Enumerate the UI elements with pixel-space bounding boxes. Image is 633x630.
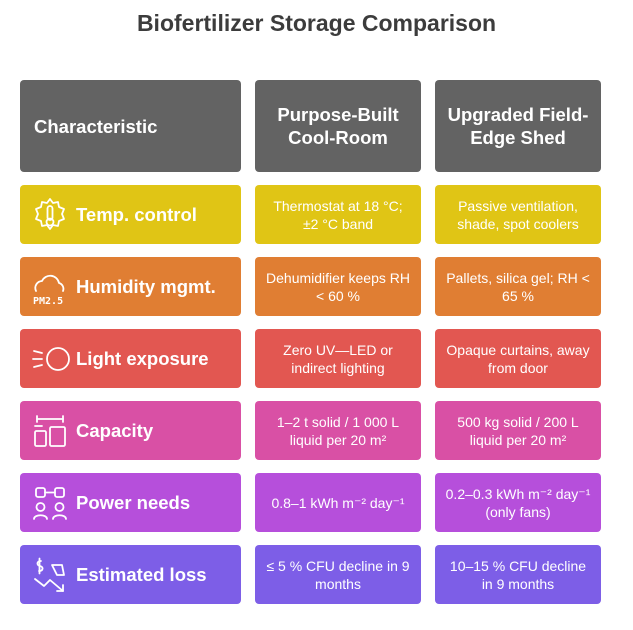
shed-power-needs: 0.2–0.3 kWh m⁻² day⁻¹ (only fans): [435, 473, 601, 532]
power-plug-icon: [30, 483, 70, 523]
shed-light-exposure: Opaque curtains, away from door: [435, 329, 601, 388]
row-label-power-needs: Power needs: [20, 473, 241, 532]
icon-text-pm25: PM2.5: [33, 296, 63, 307]
header-characteristic: Characteristic: [20, 80, 241, 172]
money-decline-icon: [30, 555, 70, 595]
shed-temp-control: Passive ventilation, shade, spot coolers: [435, 185, 601, 244]
shed-capacity: 500 kg solid / 200 L liquid per 20 m²: [435, 401, 601, 460]
row-label-text: Temp. control: [76, 203, 197, 225]
row-label-text: Capacity: [76, 419, 154, 441]
shed-humidity: Pallets, silica gel; RH < 65 %: [435, 257, 601, 316]
cool-room-temp-control: Thermostat at 18 °C; ±2 °C band: [255, 185, 421, 244]
comparison-table: Characteristic Purpose-Built Cool-Room U…: [20, 80, 601, 604]
light-beam-icon: [30, 339, 70, 379]
thermostat-gear-icon: [30, 195, 70, 235]
row-label-text: Estimated loss: [76, 563, 207, 585]
cool-room-power-needs: 0.8–1 kWh m⁻² day⁻¹: [255, 473, 421, 532]
cool-room-humidity: Dehumidifier keeps RH < 60 %: [255, 257, 421, 316]
row-label-text: Light exposure: [76, 347, 209, 369]
storage-capacity-icon: [30, 411, 70, 451]
cool-room-capacity: 1–2 t solid / 1 000 L liquid per 20 m²: [255, 401, 421, 460]
cloud-pm25-icon: PM2.5: [30, 267, 70, 307]
shed-estimated-loss: 10–15 % CFU decline in 9 months: [435, 545, 601, 604]
row-label-humidity: PM2.5 Humidity mgmt.: [20, 257, 241, 316]
row-label-capacity: Capacity: [20, 401, 241, 460]
row-label-estimated-loss: Estimated loss: [20, 545, 241, 604]
row-label-text: Power needs: [76, 491, 191, 513]
header-cool-room: Purpose-Built Cool-Room: [255, 80, 421, 172]
cool-room-estimated-loss: ≤ 5 % CFU decline in 9 months: [255, 545, 421, 604]
header-field-shed: Upgraded Field-Edge Shed: [435, 80, 601, 172]
row-label-light-exposure: Light exposure: [20, 329, 241, 388]
row-label-text: Humidity mgmt.: [76, 275, 216, 297]
cool-room-light-exposure: Zero UV—LED or indirect lighting: [255, 329, 421, 388]
row-label-temp-control: Temp. control: [20, 185, 241, 244]
page-title: Biofertilizer Storage Comparison: [136, 10, 497, 36]
